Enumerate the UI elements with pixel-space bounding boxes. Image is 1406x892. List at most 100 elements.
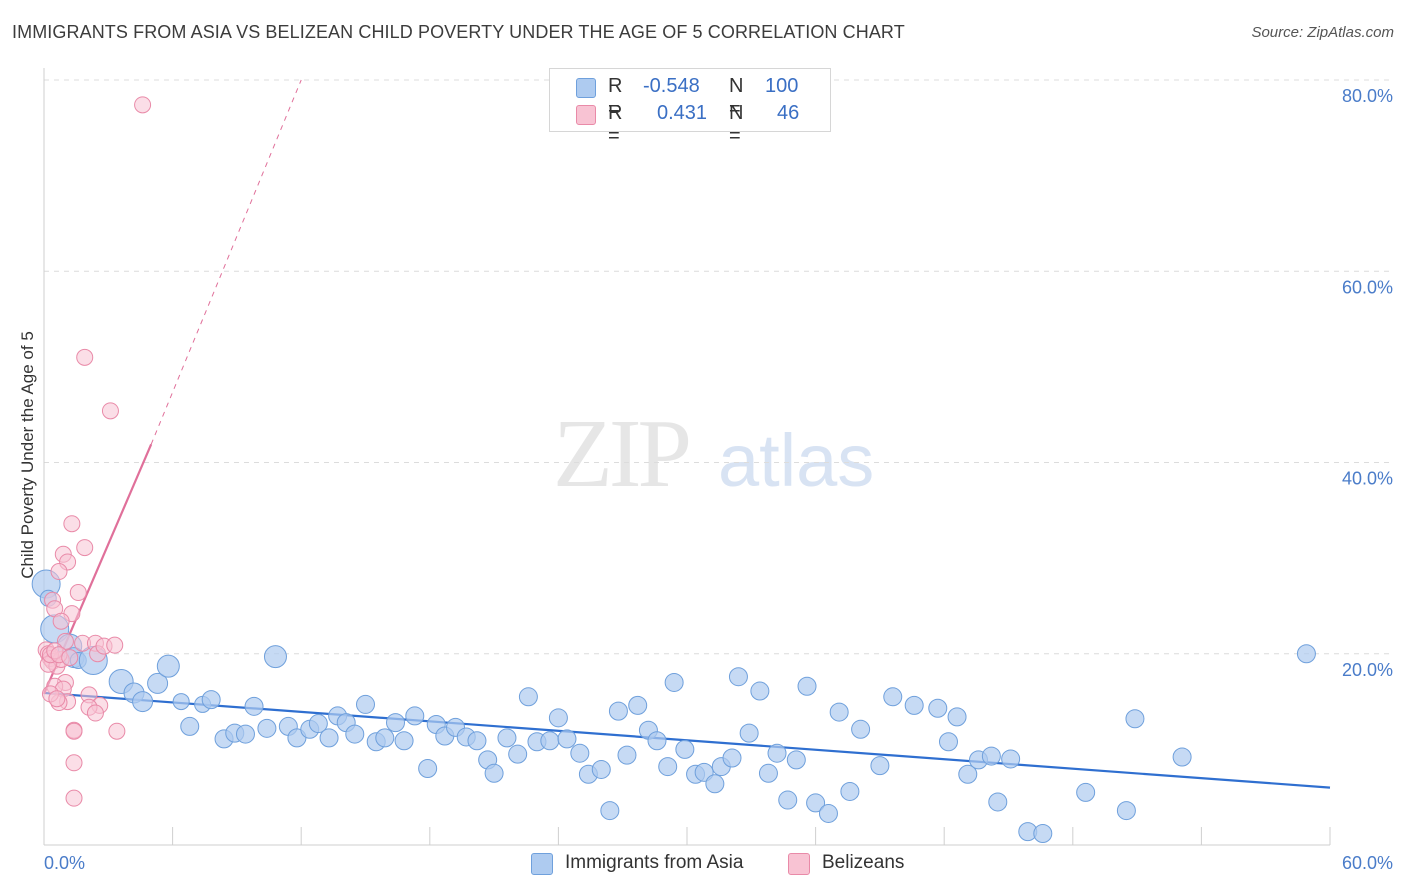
data-point-asia: [728, 667, 748, 687]
data-point-belize: [50, 563, 68, 581]
y-tick-label: 60.0%: [1342, 277, 1393, 297]
axes: [43, 68, 1331, 846]
data-point-asia: [608, 701, 628, 721]
data-point-asia: [418, 759, 438, 778]
legend-swatch-asia: [576, 78, 596, 98]
data-point-asia: [484, 763, 504, 783]
data-point-asia: [818, 803, 838, 823]
data-point-asia: [540, 731, 560, 751]
data-point-asia: [356, 694, 375, 714]
data-point-belize: [48, 690, 66, 708]
data-point-belize: [101, 402, 119, 420]
watermark-zip: ZIP: [553, 400, 692, 508]
tick-labels: 20.0% 40.0% 60.0% 80.0% 0.0% 60.0%: [44, 86, 1393, 873]
data-point-asia: [617, 745, 637, 765]
data-point-asia: [156, 654, 180, 678]
data-point-asia: [132, 691, 154, 713]
legend-r-label: R =: [608, 75, 623, 120]
y-axis-title: Child Poverty Under the Age of 5: [18, 331, 37, 579]
data-point-asia: [319, 728, 339, 748]
data-point-belize: [65, 722, 83, 740]
data-point-asia: [786, 750, 806, 770]
data-point-belize: [61, 649, 79, 667]
data-point-asia: [570, 743, 590, 763]
data-point-asia: [497, 728, 517, 748]
data-point-asia: [664, 672, 684, 692]
data-point-asia: [675, 739, 695, 759]
data-point-belize: [76, 539, 94, 557]
data-point-asia: [518, 687, 538, 707]
bottom-legend-swatch-belize: [788, 853, 810, 875]
data-point-asia: [904, 695, 924, 715]
data-point-asia: [647, 731, 667, 751]
data-point-belize: [65, 789, 83, 807]
data-point-asia: [938, 732, 958, 752]
data-point-asia: [628, 695, 648, 715]
data-point-belize: [106, 636, 124, 654]
correlation-legend: R = -0.548 N = 100 R = 0.431 N = 46: [549, 68, 831, 147]
y-tick-label: 80.0%: [1342, 86, 1393, 106]
data-point-asia: [394, 731, 414, 751]
data-point-belize: [76, 348, 94, 366]
data-point-asia: [600, 801, 620, 821]
legend-n-label: N =: [729, 75, 744, 120]
data-point-asia: [172, 693, 190, 711]
data-point-asia: [705, 774, 725, 794]
legend-swatch-belize: [576, 105, 596, 125]
data-point-asia: [1296, 644, 1316, 664]
legend-r-value: -0.548: [643, 75, 700, 97]
chart-title: IMMIGRANTS FROM ASIA VS BELIZEAN CHILD P…: [12, 22, 905, 42]
data-point-asia: [557, 729, 577, 749]
data-point-asia: [508, 744, 528, 764]
y-tick-label: 20.0%: [1342, 660, 1393, 680]
data-point-belize: [86, 704, 104, 722]
data-point-asia: [263, 645, 287, 669]
data-point-asia: [345, 724, 365, 744]
watermark-atlas: atlas: [718, 419, 875, 502]
data-point-asia: [778, 790, 798, 810]
data-point-asia: [244, 696, 264, 716]
data-point-asia: [467, 731, 487, 751]
data-point-asia: [851, 719, 871, 739]
data-point-asia: [928, 698, 948, 718]
data-point-asia: [840, 781, 860, 801]
data-point-asia: [308, 714, 328, 734]
data-point-asia: [591, 759, 611, 779]
trend-line-belize-extrapolated: [150, 79, 302, 445]
data-point-asia: [870, 756, 890, 776]
trend-lines: [42, 79, 1331, 789]
data-point-asia: [257, 718, 277, 738]
data-point-asia: [375, 728, 395, 748]
grid-lines: [44, 79, 1392, 655]
data-point-asia: [1076, 782, 1096, 802]
data-point-belize: [108, 722, 126, 740]
data-points: [31, 96, 1316, 844]
data-point-asia: [386, 713, 406, 733]
x-tick-label: 60.0%: [1342, 853, 1393, 873]
data-point-asia: [201, 690, 221, 710]
x-tick-label: 0.0%: [44, 853, 85, 873]
data-point-asia: [235, 724, 255, 744]
data-point-asia: [722, 748, 742, 768]
data-point-belize: [65, 754, 83, 772]
data-point-belize: [134, 96, 152, 114]
bottom-legend-swatch-asia: [531, 853, 553, 875]
data-point-asia: [1116, 801, 1136, 821]
data-point-asia: [739, 723, 759, 743]
legend-n-value: 100: [765, 75, 799, 97]
y-tick-label: 40.0%: [1342, 469, 1393, 489]
data-point-asia: [1033, 824, 1053, 844]
data-point-asia: [806, 793, 826, 813]
data-point-belize: [69, 584, 87, 602]
data-point-asia: [750, 681, 770, 701]
data-point-asia: [1172, 747, 1192, 767]
data-point-asia: [958, 764, 978, 784]
data-point-asia: [1001, 749, 1021, 769]
data-point-belize: [52, 612, 70, 630]
data-point-asia: [147, 672, 169, 694]
data-point-asia: [548, 708, 568, 728]
data-point-asia: [1125, 709, 1145, 729]
data-point-asia: [758, 763, 778, 783]
data-point-asia: [797, 676, 817, 696]
